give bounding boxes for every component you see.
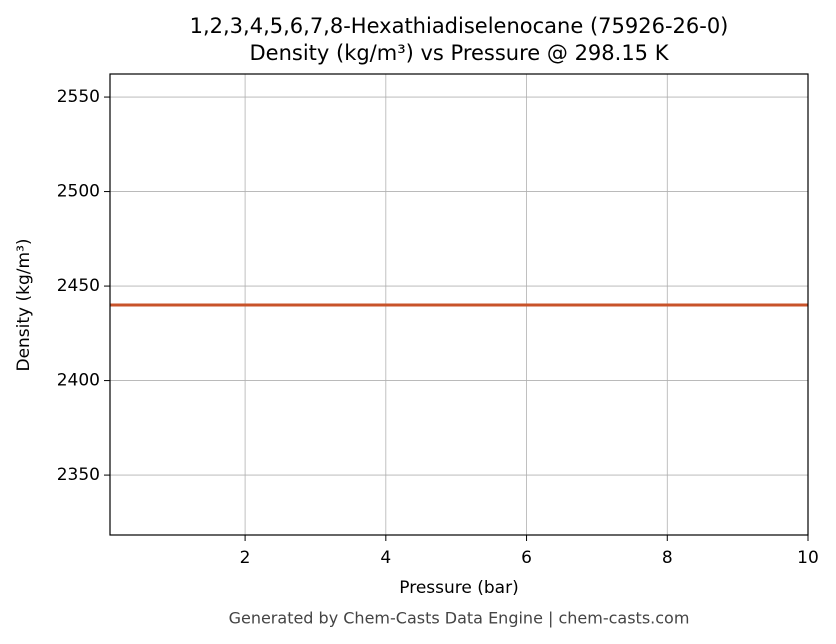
x-tick-label: 6 (521, 548, 532, 568)
plot-frame (109, 73, 809, 536)
footer: Generated by Chem-Casts Data Engine | ch… (229, 609, 690, 628)
x-tick-label: 10 (797, 548, 819, 568)
y-tick-label: 2400 (57, 371, 100, 391)
y-tick-label: 2550 (57, 87, 100, 107)
x-tick-label: 4 (380, 548, 391, 568)
x-tick-label: 2 (240, 548, 251, 568)
chart-subtitle: Density (kg/m³) vs Pressure @ 298.15 K (249, 41, 669, 65)
chart-title: 1,2,3,4,5,6,7,8-Hexathiadiselenocane (75… (190, 14, 729, 38)
x-axis-label: Pressure (bar) (399, 578, 518, 598)
y-axis-label: Density (kg/m³) (14, 238, 34, 371)
y-tick-label: 2450 (57, 276, 100, 296)
x-tick-label: 8 (662, 548, 673, 568)
y-tick-label: 2350 (57, 465, 100, 485)
y-tick-label: 2500 (57, 182, 100, 202)
